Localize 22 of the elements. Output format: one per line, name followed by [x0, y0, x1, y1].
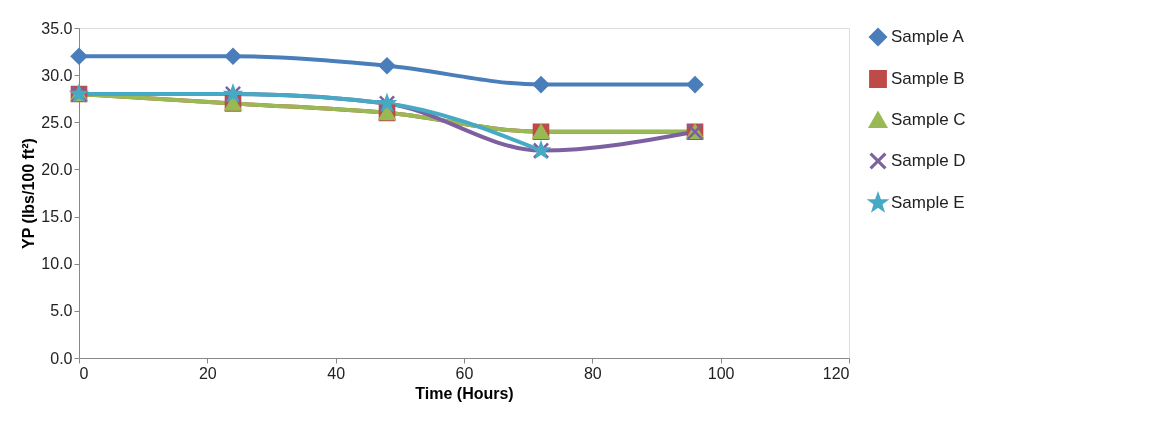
y-tick-label: 5.0	[50, 302, 73, 320]
y-axis-title: YP (lbs/100 ft²)	[20, 138, 38, 249]
x-tick-label: 40	[327, 364, 346, 382]
y-tick-label: 10.0	[41, 255, 73, 273]
x-tick-label: 0	[79, 364, 89, 382]
y-tick-label: 25.0	[41, 113, 73, 131]
legend-label: Sample D	[891, 151, 966, 170]
x-tick-label: 60	[455, 364, 474, 382]
y-tick-label: 15.0	[41, 208, 73, 226]
x-tick-label: 100	[707, 364, 735, 382]
legend-label: Sample A	[891, 27, 965, 46]
legend-label: Sample E	[891, 193, 965, 212]
x-tick-label: 20	[198, 364, 217, 382]
y-tick-label: 0.0	[50, 349, 73, 367]
y-tick-label: 20.0	[41, 160, 73, 178]
y-tick-label: 30.0	[41, 66, 73, 84]
y-tick-label: 35.0	[41, 19, 73, 37]
x-axis-title: Time (Hours)	[415, 384, 514, 402]
x-tick-label: 80	[583, 364, 602, 382]
x-tick-label: 120	[822, 364, 850, 382]
legend-label: Sample C	[891, 110, 966, 129]
legend-label: Sample B	[891, 69, 965, 88]
